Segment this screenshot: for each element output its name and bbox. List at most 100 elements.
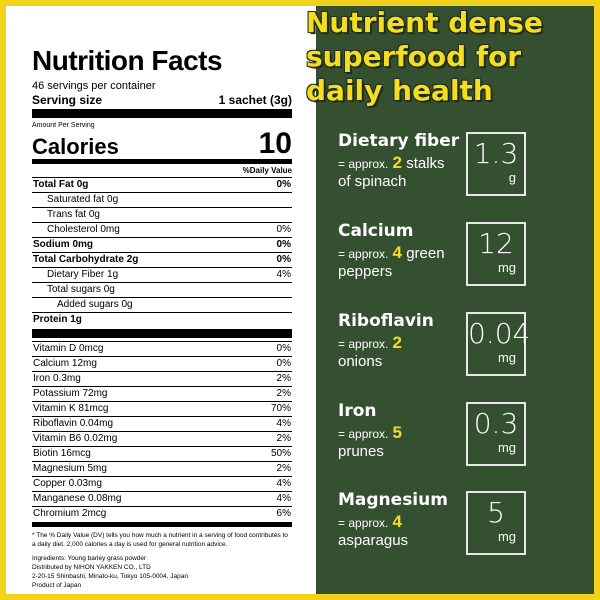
divider-thick (32, 329, 292, 338)
vitamin-dv: 2% (276, 463, 291, 474)
vitamin-dv: 4% (276, 478, 291, 489)
equivalent-item-b: of spinach (338, 173, 407, 190)
approx-text: = approx. (338, 247, 389, 261)
vitamin-name: Calcium 12mg (33, 358, 97, 369)
nutrient-card-name: Dietary fiber (338, 131, 460, 151)
vitamin-name: Riboflavin 0.04mg (33, 418, 114, 429)
nutrient-unit: mg (497, 260, 516, 275)
nutrient-dv: 0% (276, 239, 291, 250)
nutrient-value: 5 (487, 496, 505, 529)
nutrient-card-name: Calcium (338, 221, 414, 241)
nutrient-value: 1.3 (473, 137, 519, 170)
nutrient-value-box: 0.04 mg (466, 312, 531, 376)
nutrient-name: Trans fat 0g (47, 209, 100, 220)
nutrient-value: 12 (478, 227, 514, 260)
nutrient-dv: 0% (276, 179, 291, 190)
vitamin-row: Chromium 2mcg 6% (32, 506, 292, 521)
nutrition-facts-label: Nutrition Facts 46 servings per containe… (32, 46, 292, 590)
headline-line: daily health (306, 74, 493, 107)
nutrient-dv: 4% (276, 269, 291, 280)
nutrient-value-box: 12 mg (466, 222, 526, 286)
nutrient-card: Magnesium = approx. 4 asparagus 5 mg (338, 489, 588, 569)
nutrient-dv: 0% (276, 224, 291, 235)
vitamin-dv: 6% (276, 508, 291, 519)
nutrient-unit: mg (497, 440, 516, 455)
nutrient-name: Total Fat 0g (33, 179, 89, 190)
green-panel (316, 6, 594, 594)
nutrient-name: Total sugars 0g (47, 284, 115, 295)
equivalent-count: 2 (392, 153, 403, 172)
vitamin-row: Copper 0.03mg 4% (32, 476, 292, 491)
vitamin-name: Biotin 16mcg (33, 448, 91, 459)
serving-size-label: Serving size (32, 93, 103, 107)
equivalent-item-a: stalks (406, 155, 445, 172)
nutrient-name: Added sugars 0g (57, 299, 133, 310)
vitamin-row: Calcium 12mg 0% (32, 356, 292, 371)
nutrient-equivalent: = approx. 5 prunes (338, 424, 468, 461)
nutrient-unit: mg (497, 529, 516, 544)
nutrient-card: Riboflavin = approx. 2 onions 0.04 mg (338, 310, 588, 390)
vitamin-dv: 2% (276, 433, 291, 444)
equivalent-item-b: asparagus (338, 532, 409, 549)
nutrient-card-name: Riboflavin (338, 311, 434, 331)
nutrient-name: Protein 1g (33, 314, 82, 325)
vitamin-row: Potassium 72mg 2% (32, 386, 292, 401)
vitamin-name: Magnesium 5mg (33, 463, 107, 474)
nutrient-row: Trans fat 0g (32, 207, 292, 222)
headline-line: superfood for (306, 40, 522, 73)
approx-text: = approx. (338, 337, 389, 351)
servings-per-container: 46 servings per container (32, 80, 156, 92)
vitamin-name: Vitamin B6 0.02mg (33, 433, 118, 444)
nutrient-row: Protein 1g (32, 312, 292, 327)
vitamin-dv: 2% (276, 373, 291, 384)
nutrient-unit: g (508, 170, 516, 185)
nutrient-equivalent: = approx. 4 asparagus (338, 513, 468, 550)
vitamin-row: Manganese 0.08mg 4% (32, 491, 292, 506)
vitamin-name: Iron 0.3mg (33, 373, 81, 384)
nutrient-value-box: 1.3 g (466, 132, 526, 196)
nutrient-value: 0.04 (468, 317, 531, 350)
vitamin-name: Copper 0.03mg (33, 478, 102, 489)
divider-thick (32, 109, 292, 118)
vitamin-row: Magnesium 5mg 2% (32, 461, 292, 476)
nutrient-name: Dietary Fiber 1g (47, 269, 119, 280)
nutrient-row: Total Carbohydrate 2g 0% (32, 252, 292, 267)
equivalent-count: 4 (392, 243, 403, 262)
approx-text: = approx. (338, 157, 389, 171)
approx-text: = approx. (338, 427, 389, 441)
divider-medium (32, 159, 292, 164)
nutrient-value-box: 5 mg (466, 491, 526, 555)
vitamin-name: Manganese 0.08mg (33, 493, 122, 504)
nutrient-name: Sodium 0mg (33, 239, 94, 250)
origin: Product of Japan (32, 582, 82, 589)
nutrient-card: Calcium = approx. 4 green peppers 12 mg (338, 220, 588, 300)
vitamin-name: Vitamin K 81mcg (33, 403, 109, 414)
ingredients: Ingredients: Young barley grass powder (32, 555, 147, 562)
nutrient-equivalent: = approx. 2 stalks of spinach (338, 154, 468, 191)
vitamin-row: Vitamin K 81mcg 70% (32, 401, 292, 416)
equivalent-count: 5 (392, 423, 403, 442)
vitamin-row: Riboflavin 0.04mg 4% (32, 416, 292, 431)
nutrient-value-box: 0.3 mg (466, 402, 526, 466)
nutrient-name: Cholesterol 0mg (47, 224, 120, 235)
calories-value: 10 (258, 127, 292, 160)
divider-medium (32, 522, 292, 527)
vitamin-row: Biotin 16mcg 50% (32, 446, 292, 461)
nutrient-row: Sodium 0mg 0% (32, 237, 292, 252)
vitamin-dv: 0% (276, 343, 291, 354)
nutrient-row: Total Fat 0g 0% (32, 177, 292, 192)
serving-size-value: 1 sachet (3g) (218, 93, 292, 107)
equivalent-item-a: green (406, 245, 445, 262)
nutrient-row: Added sugars 0g (32, 297, 292, 312)
vitamin-dv: 4% (276, 418, 291, 429)
vitamin-name: Potassium 72mg (33, 388, 108, 399)
equivalent-count: 2 (392, 333, 403, 352)
nutrient-dv: 0% (276, 254, 291, 265)
distributor: Distributed by NIHON YAKKEN CO., LTD (32, 564, 151, 571)
product-info: Ingredients: Young barley grass powder D… (32, 554, 292, 590)
equivalent-item-b: peppers (338, 263, 393, 280)
equivalent-count: 4 (392, 512, 403, 531)
nutrition-facts-title: Nutrition Facts (32, 45, 223, 76)
vitamin-dv: 70% (270, 403, 291, 414)
vitamin-dv: 2% (276, 388, 291, 399)
